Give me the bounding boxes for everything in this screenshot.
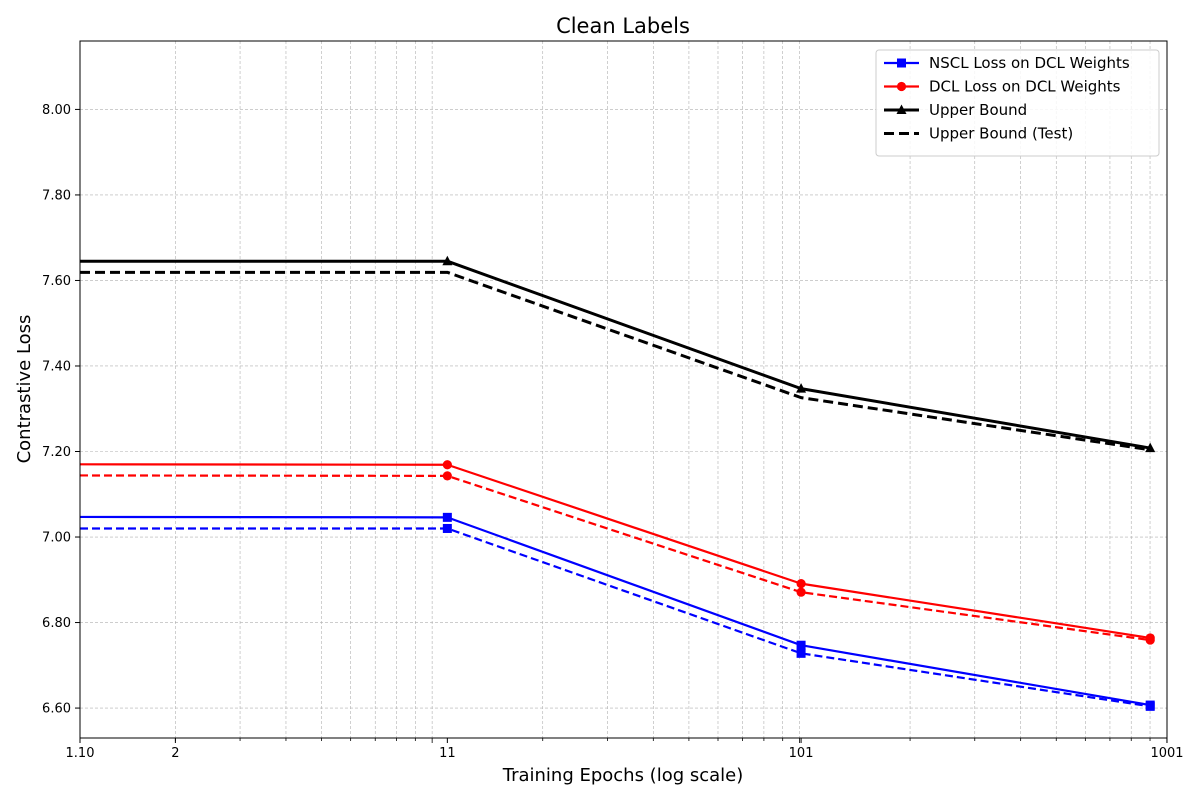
x-axis: 1.10 2 11 101 1001 (66, 738, 1184, 761)
series-point-5 (796, 587, 806, 597)
series-point-2 (442, 255, 453, 266)
series-line-0 (79, 515, 1151, 707)
y-tick-label: 8.00 (42, 103, 71, 118)
legend-label: DCL Loss on DCL Weights (929, 78, 1121, 96)
y-tick-label: 7.20 (42, 445, 71, 460)
y-tick-label: 7.40 (42, 359, 71, 374)
x-tick-label: 11 (439, 746, 456, 761)
y-tick-label: 7.00 (42, 531, 71, 546)
x-axis-title: Training Epochs (log scale) (502, 765, 744, 786)
x-tick-label: 1.10 (66, 746, 95, 761)
x-tick-label: 2 (171, 746, 179, 761)
series-line-4 (80, 527, 1151, 708)
legend: NSCL Loss on DCL Weights DCL Loss on DCL … (875, 49, 1160, 157)
series-line-3 (80, 270, 1151, 452)
series-point-5 (442, 471, 452, 481)
plot-area (79, 255, 1156, 711)
series-line-5 (79, 474, 1151, 642)
series-point-2 (796, 383, 807, 393)
y-tick-label: 7.60 (42, 274, 71, 289)
series-line-1 (79, 463, 1151, 640)
series-point-0 (796, 640, 806, 650)
legend-marker (896, 104, 907, 114)
x-tick-label: 101 (789, 746, 814, 761)
series-point-0 (442, 512, 452, 522)
series-point-1 (442, 460, 452, 470)
legend-label: Upper Bound (929, 101, 1027, 119)
plot-frame (79, 40, 1168, 739)
series-line-2 (80, 259, 1151, 450)
series-point-4 (442, 523, 452, 533)
y-axis-title: Contrastive Loss (14, 315, 35, 464)
legend-marker (896, 81, 907, 92)
y-tick-label: 6.80 (42, 616, 71, 631)
y-tick-label: 7.80 (42, 188, 71, 203)
legend-label: Upper Bound (Test) (929, 125, 1073, 143)
legend-box (875, 49, 1160, 157)
y-axis: 6.60 6.80 7.00 7.20 7.40 7.60 7.80 8.00 (42, 103, 80, 717)
series-point-4 (1145, 701, 1155, 711)
series-point-2 (1145, 442, 1156, 453)
y-tick-label: 6.60 (42, 702, 71, 717)
series-point-5 (1145, 635, 1155, 645)
x-tick-label: 1001 (1150, 746, 1183, 761)
legend-label: NSCL Loss on DCL Weights (929, 54, 1130, 72)
legend-marker (897, 58, 906, 68)
chart-title: Clean Labels (556, 14, 690, 38)
series-point-4 (796, 648, 806, 658)
series-point-1 (796, 579, 806, 589)
